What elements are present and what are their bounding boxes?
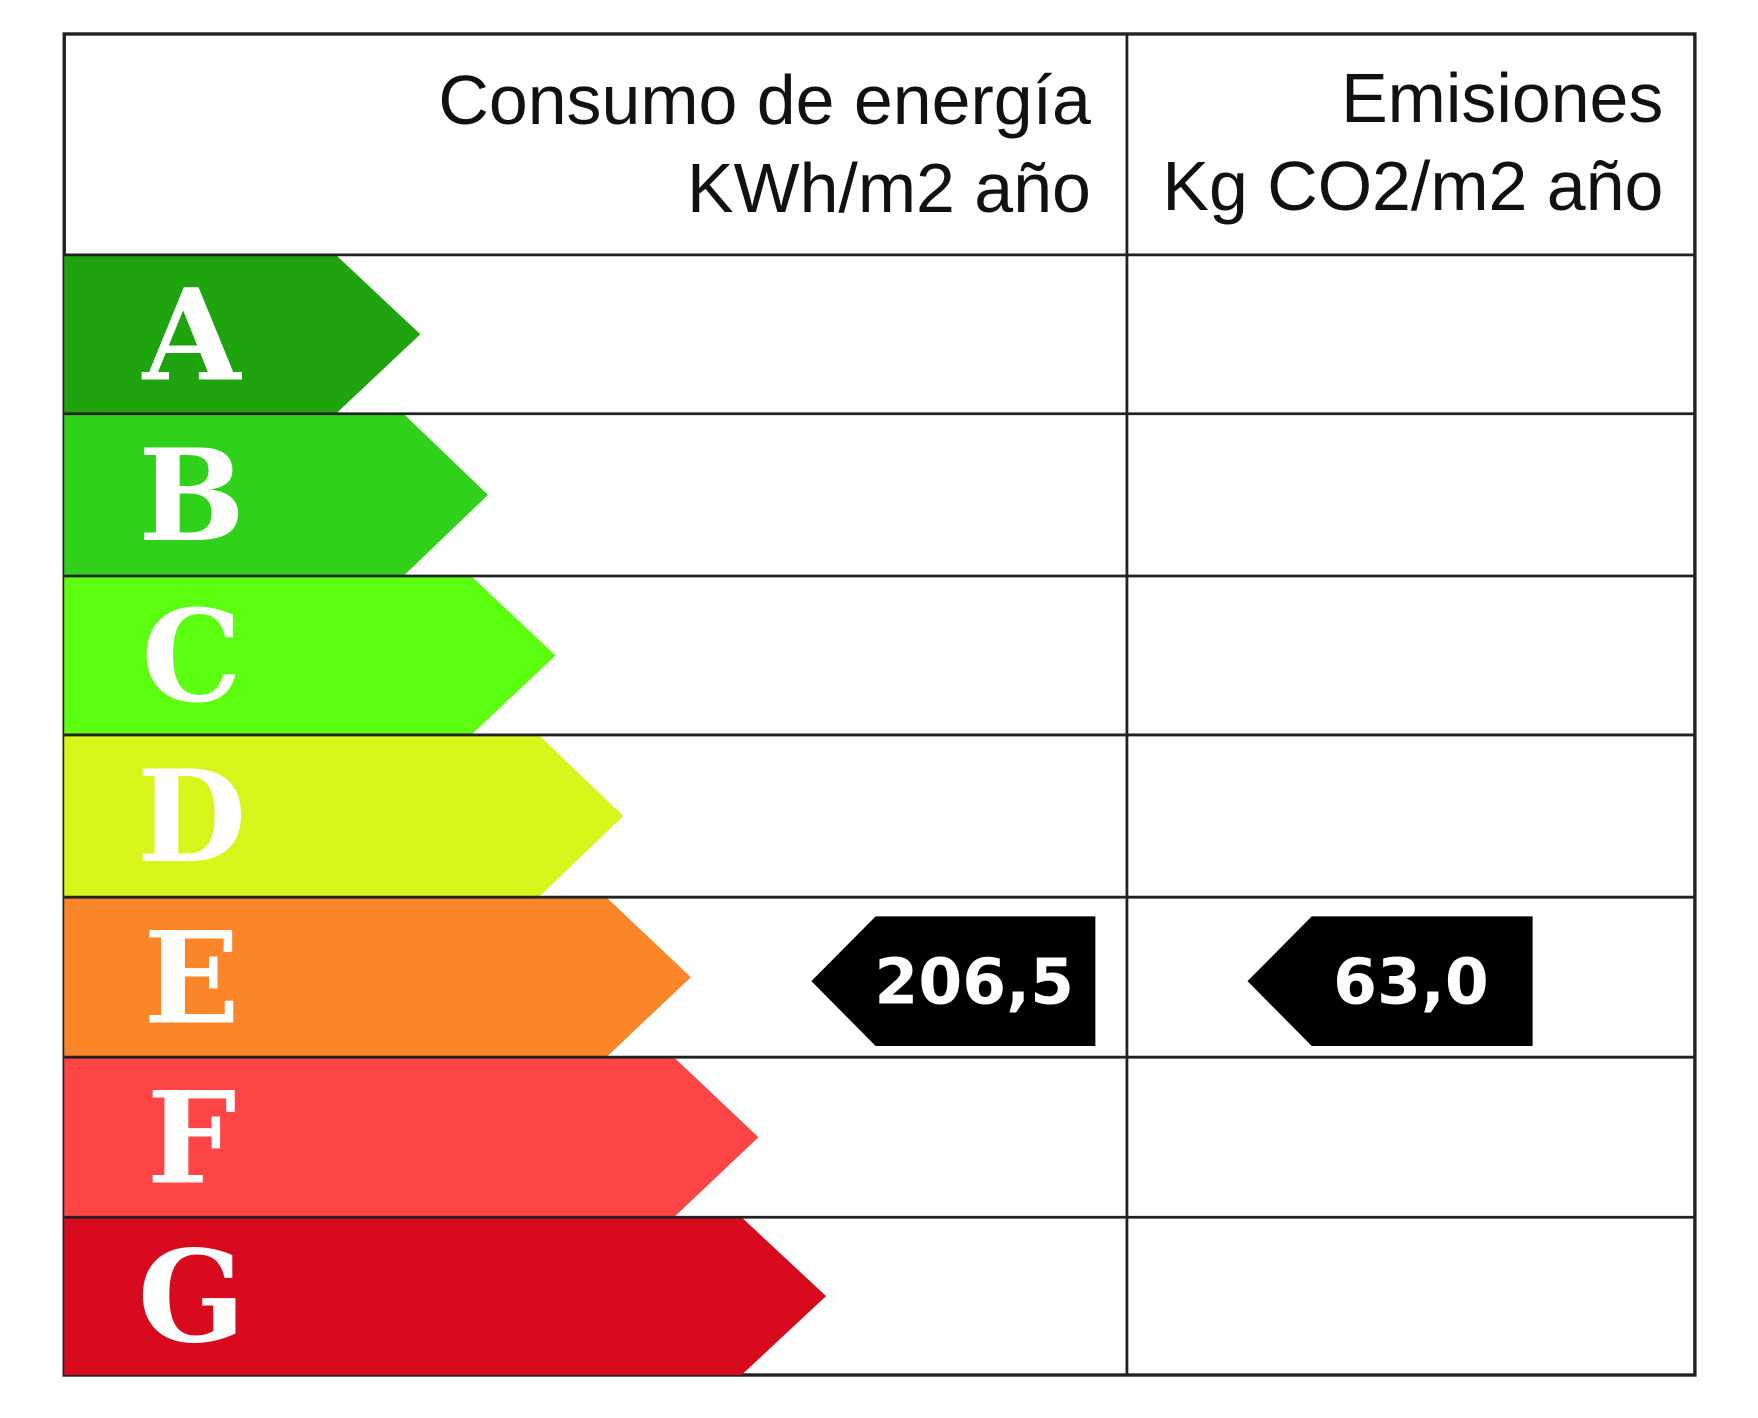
rating-letter: G <box>138 1222 246 1371</box>
rating-letter: F <box>147 1063 237 1212</box>
emissions-unit: Kg CO2/m2 año <box>1162 147 1663 225</box>
rating-arrow <box>64 1057 759 1218</box>
rating-arrow <box>64 413 488 577</box>
energy-unit: KWh/m2 año <box>687 149 1091 227</box>
rating-letter: E <box>143 903 239 1052</box>
value-label: 206,5 <box>874 945 1074 1019</box>
rating-arrow <box>64 897 691 1058</box>
emissions-title: Emisiones <box>1341 59 1663 137</box>
rating-arrow <box>64 254 421 414</box>
value-tag <box>811 916 1096 1046</box>
energy-title: Consumo de energía <box>438 61 1091 139</box>
rating-letter: D <box>137 742 246 891</box>
rating-letter: A <box>142 260 243 409</box>
rating-arrow <box>64 576 556 735</box>
rating-arrow <box>64 1217 827 1376</box>
rating-letter: B <box>138 421 245 570</box>
value-tag <box>1247 916 1533 1046</box>
rating-arrow <box>64 734 624 898</box>
rating-letter: C <box>141 582 241 731</box>
value-label: 63,0 <box>1333 945 1489 1019</box>
